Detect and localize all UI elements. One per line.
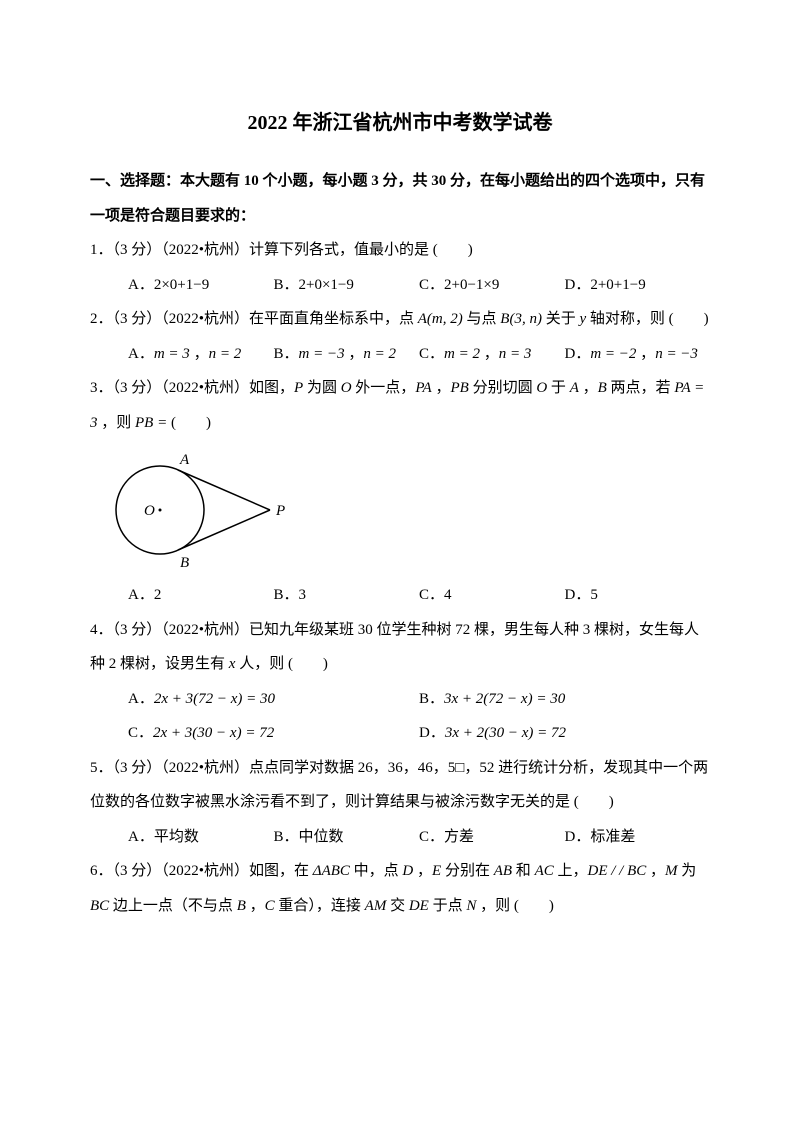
question-6: 6．（3 分）（2022•杭州）如图，在 ΔABC 中，点 D ，E 分别在 A… (90, 854, 710, 923)
q3-figure: O A B P (100, 448, 710, 573)
q4-optB: B．3x + 2(72 − x) = 30 (419, 682, 710, 717)
svg-text:A: A (179, 452, 190, 468)
q5-optB: B．中位数 (274, 820, 420, 855)
q1-options: A．2×0+1−9 B．2+0×1−9 C．2+0−1×9 D．2+0+1−9 (90, 268, 710, 303)
q2-optA: A．m = 3 ，n = 2 (128, 337, 274, 372)
svg-text:B: B (180, 555, 189, 571)
q5-options: A．平均数 B．中位数 C．方差 D．标准差 (90, 820, 710, 855)
svg-text:P: P (275, 503, 285, 519)
q1-stem: 1．（3 分）（2022•杭州）计算下列各式，值最小的是 ( ) (90, 242, 473, 258)
circle-tangent-diagram: O A B P (100, 448, 300, 573)
q2-optB: B．m = −3 ，n = 2 (274, 337, 420, 372)
q4-optA: A．2x + 3(72 − x) = 30 (128, 682, 419, 717)
q2-options: A．m = 3 ，n = 2 B．m = −3 ，n = 2 C．m = 2 ，… (90, 337, 710, 372)
q1-optA: A．2×0+1−9 (128, 268, 274, 303)
question-4: 4．（3 分）（2022•杭州）已知九年级某班 30 位学生种树 72 棵，男生… (90, 613, 710, 682)
q1-optC: C．2+0−1×9 (419, 268, 565, 303)
page-title: 2022 年浙江省杭州市中考数学试卷 (90, 100, 710, 146)
q1-optD: D．2+0+1−9 (565, 268, 711, 303)
q2-optD: D．m = −2 ，n = −3 (565, 337, 711, 372)
q2-stem-4: 轴对称，则 ( ) (586, 311, 709, 327)
q4-optD: D．3x + 2(30 − x) = 72 (419, 716, 710, 751)
q2-B-point: B(3, n) (500, 311, 542, 327)
q2-stem-2: 与点 (463, 311, 501, 327)
q2-stem-3: 关于 (542, 311, 580, 327)
q4-optC: C．2x + 3(30 − x) = 72 (128, 716, 419, 751)
q5-optA: A．平均数 (128, 820, 274, 855)
q3-optC: C．4 (419, 578, 565, 613)
question-3: 3．（3 分）（2022•杭州）如图，P 为圆 O 外一点，PA ，PB 分别切… (90, 371, 710, 440)
q2-optC: C．m = 2 ，n = 3 (419, 337, 565, 372)
q3-optD: D．5 (565, 578, 711, 613)
question-1: 1．（3 分）（2022•杭州）计算下列各式，值最小的是 ( ) (90, 233, 710, 268)
question-2: 2．（3 分）（2022•杭州）在平面直角坐标系中，点 A(m, 2) 与点 B… (90, 302, 710, 337)
q3-optA: A．2 (128, 578, 274, 613)
q4-options: A．2x + 3(72 − x) = 30 B．3x + 2(72 − x) =… (90, 682, 710, 751)
q3-options: A．2 B．3 C．4 D．5 (90, 578, 710, 613)
q1-optB: B．2+0×1−9 (274, 268, 420, 303)
q5-stem: 5．（3 分）（2022•杭州）点点同学对数据 26，36，46，5□，52 进… (90, 760, 708, 811)
q5-optD: D．标准差 (565, 820, 711, 855)
q3-optB: B．3 (274, 578, 420, 613)
q5-optC: C．方差 (419, 820, 565, 855)
section-heading: 一、选择题：本大题有 10 个小题，每小题 3 分，共 30 分，在每小题给出的… (90, 164, 710, 233)
svg-text:O: O (144, 503, 155, 519)
q2-A-point: A(m, 2) (418, 311, 463, 327)
q2-stem-1: 2．（3 分）（2022•杭州）在平面直角坐标系中，点 (90, 311, 418, 327)
question-5: 5．（3 分）（2022•杭州）点点同学对数据 26，36，46，5□，52 进… (90, 751, 710, 820)
